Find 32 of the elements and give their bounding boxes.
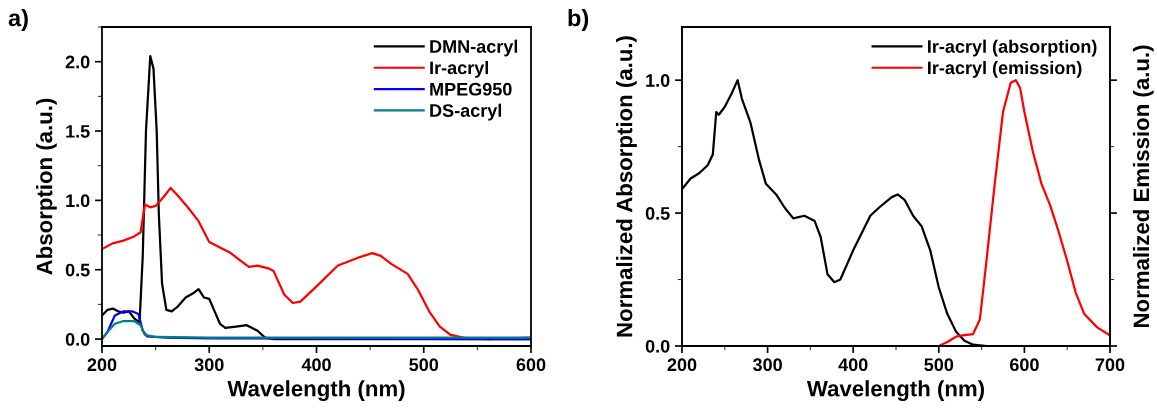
text: b) — [568, 9, 589, 31]
x-tick-label: 200 — [87, 358, 117, 372]
y-axis-title: Absorption (a.u.) — [36, 98, 57, 275]
y-tick-label: 1.0 — [66, 194, 90, 208]
y-tick-label: 0.0 — [65, 333, 90, 346]
legend-label: Ir-acryl (absorption) — [928, 39, 1097, 57]
y-tick-label: 2.0 — [65, 55, 90, 69]
y-tick-label: 1.5 — [66, 125, 90, 138]
x-tick-label: 400 — [838, 358, 868, 372]
x-tick-label: 600 — [516, 358, 546, 372]
x-tick-label: 500 — [409, 358, 439, 372]
x-tick-label: 300 — [194, 358, 224, 372]
legend-label: DS-acryl — [430, 103, 502, 121]
x-tick-label: 200 — [667, 358, 697, 372]
y-tick-label: 0.5 — [645, 207, 670, 220]
x-tick-label: 400 — [301, 358, 331, 372]
x-tick-label: 700 — [1095, 358, 1125, 372]
y-tick-label: 0.0 — [645, 339, 670, 353]
y2-axis-title: Normalized Emission (a.u.) — [1132, 45, 1154, 328]
x-tick-label: 500 — [924, 358, 954, 372]
y-tick-label: 0.5 — [65, 263, 90, 277]
legend-label: Ir-acryl (emission) — [928, 60, 1082, 78]
x-axis-title: Wavelength (nm) — [227, 380, 405, 401]
x-tick-label: 600 — [1010, 358, 1039, 372]
legend-label: MPEG950 — [430, 82, 512, 96]
y-axis-title: Normalized Absorption (a.u.) — [616, 36, 637, 337]
text: a) — [8, 9, 28, 31]
legend-label: Ir-acryl — [430, 60, 489, 78]
legend-label: DMN-acryl — [430, 39, 518, 57]
x-tick-label: 300 — [752, 358, 782, 372]
y-tick-label: 1.0 — [646, 74, 670, 87]
x-axis-title: Wavelength (nm) — [806, 380, 984, 401]
